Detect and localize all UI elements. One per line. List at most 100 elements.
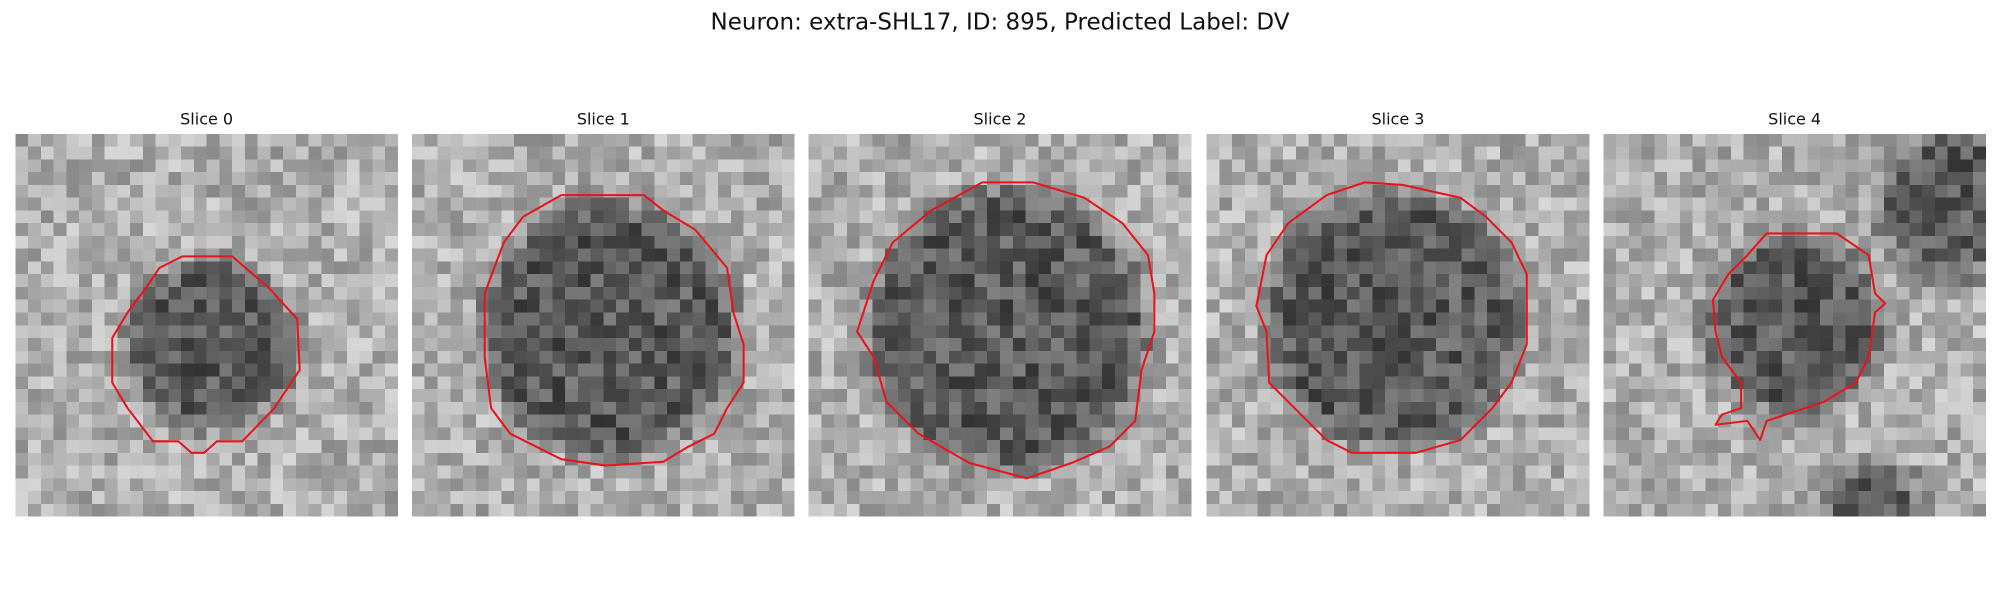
- pixel: [756, 389, 770, 402]
- pixel: [1321, 414, 1335, 428]
- pixel: [1461, 261, 1475, 275]
- pixel: [1769, 146, 1782, 160]
- pixel: [1756, 440, 1770, 453]
- pixel: [1372, 452, 1386, 466]
- pixel: [1551, 299, 1564, 313]
- pixel: [346, 312, 360, 326]
- pixel: [1165, 401, 1179, 415]
- pixel: [1334, 146, 1348, 160]
- pixel: [1038, 414, 1052, 428]
- pixel: [142, 338, 156, 351]
- pixel: [1896, 248, 1910, 262]
- pixel: [1641, 274, 1655, 288]
- pixel: [424, 503, 438, 517]
- pixel: [974, 133, 988, 147]
- pixel: [692, 210, 706, 224]
- pixel: [1563, 235, 1577, 249]
- pixel: [1616, 210, 1629, 224]
- pixel: [808, 274, 822, 288]
- pixel: [1769, 338, 1782, 351]
- pixel: [1667, 427, 1680, 441]
- pixel: [1025, 184, 1039, 198]
- pixel: [1654, 274, 1668, 288]
- pixel: [1603, 338, 1617, 351]
- pixel: [1308, 133, 1322, 147]
- pixel: [1474, 452, 1488, 466]
- pixel: [730, 146, 744, 160]
- pixel: [1883, 452, 1897, 466]
- pixel: [1934, 172, 1948, 186]
- pixel: [501, 338, 515, 351]
- pixel: [1334, 452, 1348, 466]
- pixel: [232, 465, 245, 479]
- pixel: [15, 503, 29, 517]
- pixel: [66, 146, 80, 160]
- pixel: [1410, 274, 1424, 288]
- pixel: [1781, 299, 1795, 313]
- pixel: [897, 261, 911, 275]
- pixel: [1922, 184, 1936, 198]
- pixel: [15, 338, 29, 351]
- pixel: [155, 312, 169, 326]
- pixel: [488, 210, 502, 224]
- pixel: [948, 146, 962, 160]
- pixel: [718, 197, 731, 211]
- pixel: [193, 146, 207, 160]
- pixel: [1487, 261, 1501, 275]
- pixel: [475, 503, 489, 517]
- pixel: [1603, 184, 1617, 198]
- pixel: [1038, 210, 1052, 224]
- pixel: [808, 197, 822, 211]
- pixel: [1423, 159, 1437, 173]
- pixel: [1283, 184, 1296, 198]
- pixel: [1244, 452, 1258, 466]
- pixel: [1153, 248, 1166, 262]
- pixel: [948, 286, 962, 300]
- pixel: [641, 325, 655, 339]
- pixel: [834, 248, 848, 262]
- pixel: [821, 210, 835, 224]
- pixel: [603, 299, 617, 313]
- pixel: [743, 299, 757, 313]
- pixel: [321, 414, 335, 428]
- pixel: [565, 286, 578, 300]
- pixel: [1025, 325, 1039, 339]
- pixel: [91, 427, 105, 441]
- pixel: [1372, 401, 1386, 415]
- pixel: [1730, 235, 1744, 249]
- pixel: [1257, 452, 1271, 466]
- pixel: [526, 248, 540, 262]
- pixel: [769, 146, 782, 160]
- pixel: [1756, 274, 1770, 288]
- pixel: [1012, 210, 1026, 224]
- pixel: [577, 286, 591, 300]
- pixel: [1654, 338, 1668, 351]
- pixel: [1679, 261, 1693, 275]
- pixel: [679, 146, 693, 160]
- pixel: [501, 414, 515, 428]
- pixel: [1960, 414, 1974, 428]
- pixel: [40, 427, 54, 441]
- pixel: [577, 414, 591, 428]
- pixel: [1283, 325, 1296, 339]
- pixel: [359, 401, 373, 415]
- pixel: [79, 184, 92, 198]
- pixel: [590, 427, 604, 441]
- pixel: [463, 286, 476, 300]
- pixel: [1165, 235, 1179, 249]
- pixel: [411, 350, 425, 364]
- pixel: [1538, 146, 1552, 160]
- pixel: [539, 235, 553, 249]
- pixel: [1461, 312, 1475, 326]
- pixel: [1512, 414, 1526, 428]
- pixel: [28, 376, 41, 390]
- pixel: [1397, 210, 1411, 224]
- pixel: [475, 274, 489, 288]
- pixel: [1820, 338, 1833, 351]
- pixel: [1206, 261, 1220, 275]
- pixel: [53, 414, 67, 428]
- pixel: [705, 325, 719, 339]
- pixel: [1718, 503, 1731, 517]
- pixel: [1692, 133, 1706, 147]
- pixel: [372, 299, 386, 313]
